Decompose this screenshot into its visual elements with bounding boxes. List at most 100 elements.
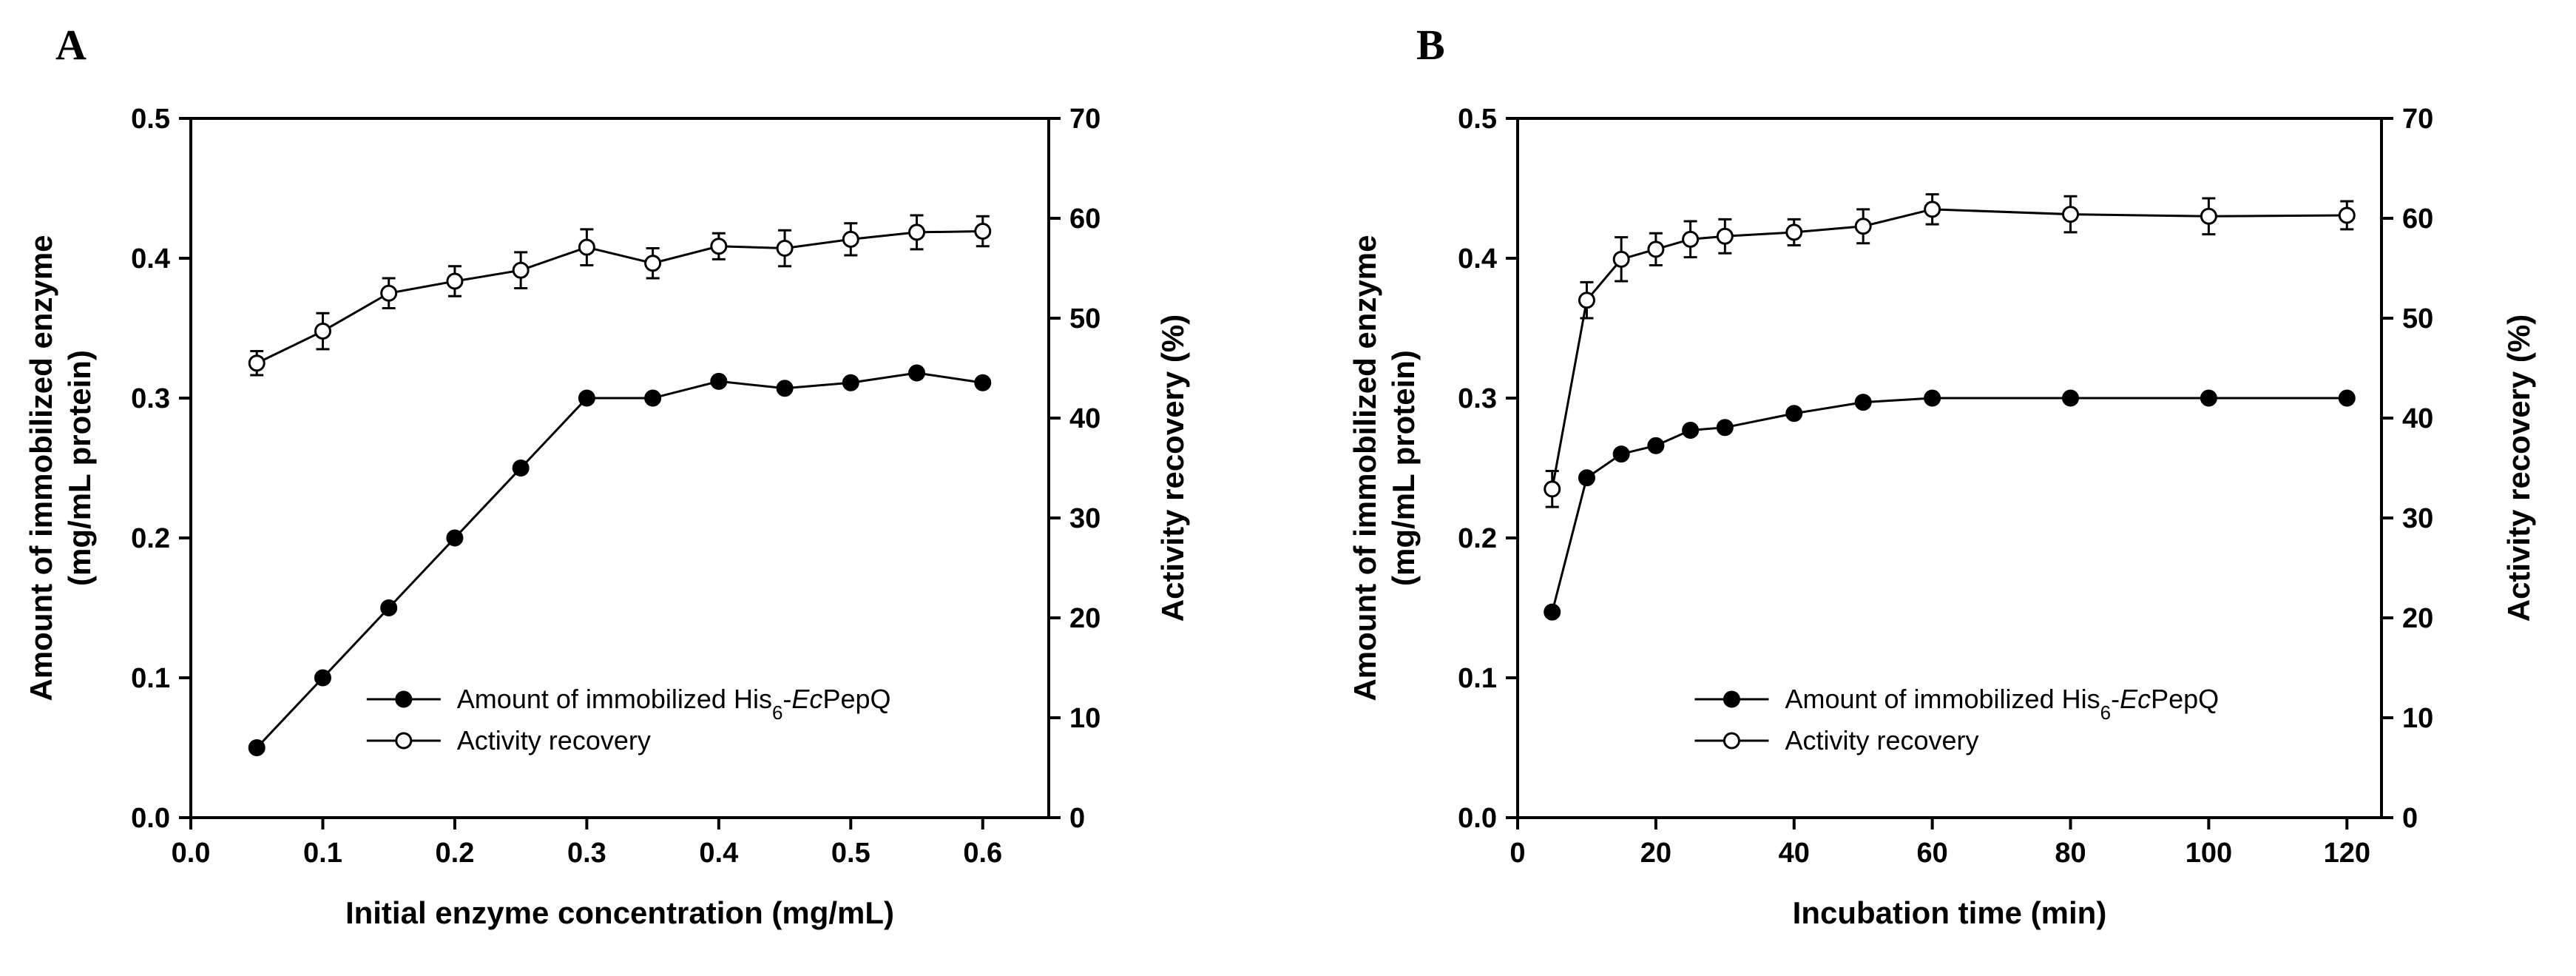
y-right-axis-title: Activity recovery (%) <box>1155 314 1190 622</box>
immobilized-amount-point <box>1578 469 1595 487</box>
x-tick-label: 0.3 <box>567 838 606 869</box>
immobilized-amount-point <box>1612 445 1630 463</box>
panel-label: B <box>1416 21 1445 69</box>
y-right-tick-label: 60 <box>1069 203 1101 235</box>
x-tick-label: 100 <box>2185 838 2232 869</box>
y-left-tick-label: 0.3 <box>1458 383 1497 414</box>
immobilized-amount-point <box>248 739 266 756</box>
legend-marker <box>395 690 413 708</box>
x-tick-label: 40 <box>1779 838 1810 869</box>
immobilized-amount-point <box>908 364 926 382</box>
activity-recovery-point <box>314 323 331 340</box>
y-right-tick-label: 40 <box>2402 403 2433 434</box>
legend-entry-0: Amount of immobilized His6-EcPepQ <box>457 684 891 724</box>
immobilized-amount-point <box>842 374 859 391</box>
y-right-tick-label: 10 <box>1069 703 1101 734</box>
x-tick-label: 0.1 <box>303 838 342 869</box>
x-axis-title: Incubation time (min) <box>1793 895 2107 930</box>
legend-text-main: Amount of immobilized His <box>457 684 772 714</box>
y-right-tick-label: 0 <box>2402 803 2418 834</box>
y-left-tick-label: 0.5 <box>131 104 170 135</box>
activity-recovery-point <box>776 240 794 257</box>
immobilized-amount-point <box>578 389 595 407</box>
y-right-tick-label: 20 <box>1069 603 1101 634</box>
y-left-tick-label: 0.1 <box>131 663 170 694</box>
activity-recovery-point <box>1578 292 1595 309</box>
chart-panel-a: A 0.0 0.1 0.2 0.3 0.4 0.5 0.6 0.0 0.1 0.2 0.3 0.4 0.5… <box>24 21 1190 930</box>
activity-recovery-point <box>380 284 398 302</box>
activity-recovery-point <box>842 230 859 248</box>
x-tick-label: 0.4 <box>699 838 738 869</box>
x-tick-label: 120 <box>2324 838 2370 869</box>
y-right-tick-label: 60 <box>2402 203 2433 235</box>
legend-marker <box>1723 690 1740 708</box>
legend-italic: Ec <box>2120 684 2151 714</box>
immobilized-amount-point <box>380 599 398 616</box>
immobilized-amount-point <box>1785 405 1803 423</box>
immobilized-amount-point <box>2200 389 2217 407</box>
legend-hyphen: - <box>782 684 791 714</box>
y-left-tick-label: 0.1 <box>1458 663 1497 694</box>
x-tick-label: 0.6 <box>963 838 1002 869</box>
immobilized-amount-point <box>314 669 331 687</box>
y-right-tick-label: 50 <box>1069 303 1101 334</box>
immobilized-amount-point <box>776 380 794 397</box>
legend-hyphen: - <box>2111 684 2120 714</box>
activity-recovery-point <box>644 255 662 272</box>
y-right-tick-label: 20 <box>2402 603 2433 634</box>
legend-subscript: 6 <box>772 701 782 724</box>
legend-marker <box>1723 732 1740 750</box>
y-left-tick-label: 0.2 <box>131 523 170 554</box>
y-left-axis-subtitle: (mg/mL protein) <box>1386 350 1421 586</box>
x-axis-title: Initial enzyme concentration (mg/mL) <box>345 895 894 930</box>
immobilized-amount-point <box>974 374 992 391</box>
y-right-tick-label: 10 <box>2402 703 2433 734</box>
panel-label: A <box>55 21 87 69</box>
y-right-tick-label: 0 <box>1069 803 1085 834</box>
legend-text-main: Amount of immobilized His <box>1785 684 2100 714</box>
immobilized-amount-point <box>2062 389 2080 407</box>
y-left-tick-label: 0.0 <box>1458 803 1497 834</box>
immobilized-amount-series-line <box>256 371 983 749</box>
immobilized-amount-point <box>1544 603 1561 621</box>
activity-recovery-point <box>1612 250 1630 268</box>
y-right-axis-title: Activity recovery (%) <box>2501 314 2536 622</box>
activity-recovery-point <box>908 223 926 241</box>
immobilized-amount-point <box>1924 389 1941 407</box>
y-left-tick-label: 0.0 <box>131 803 170 834</box>
y-left-tick-label: 0.4 <box>1458 243 1497 275</box>
x-tick-label: 60 <box>1916 838 1947 869</box>
immobilized-amount-point <box>1716 419 1734 437</box>
immobilized-amount-point <box>644 389 662 407</box>
activity-recovery-point <box>1544 480 1561 498</box>
immobilized-amount-point <box>446 529 464 547</box>
legend-italic: Ec <box>791 684 822 714</box>
legend-entry-1: Activity recovery <box>1785 725 1978 755</box>
y-right-tick-label: 30 <box>1069 503 1101 534</box>
y-right-tick-label: 50 <box>2402 303 2433 334</box>
y-left-tick-label: 0.3 <box>131 383 170 414</box>
legend-text-end: PepQ <box>822 684 890 714</box>
chart-panel-b: B 0 20 40 60 80 100 120 0.0 0.1 0.2 0.3 0.4 0.5 0 10 20 3… <box>1348 21 2536 930</box>
immobilized-amount-point <box>1854 394 1872 411</box>
activity-recovery-point <box>578 238 595 256</box>
legend-marker <box>395 732 413 750</box>
activity-recovery-point <box>1716 227 1734 245</box>
plot-frame <box>1516 117 2383 819</box>
immobilized-amount-point <box>2338 389 2356 407</box>
immobilized-amount-point <box>512 460 530 477</box>
activity-recovery-point <box>1854 218 1872 235</box>
immobilized-amount-point <box>710 372 728 390</box>
plot-frame <box>189 117 1050 819</box>
y-left-tick-label: 0.2 <box>1458 523 1497 554</box>
x-tick-label: 0.5 <box>831 838 871 869</box>
activity-recovery-series-line <box>1551 208 2347 490</box>
legend-text-end: PepQ <box>2151 684 2219 714</box>
y-left-tick-label: 0.5 <box>1458 104 1497 135</box>
y-right-tick-label: 70 <box>2402 104 2433 135</box>
x-tick-label: 0.2 <box>436 838 475 869</box>
activity-recovery-series-line <box>256 230 983 365</box>
activity-recovery-point <box>512 261 530 279</box>
